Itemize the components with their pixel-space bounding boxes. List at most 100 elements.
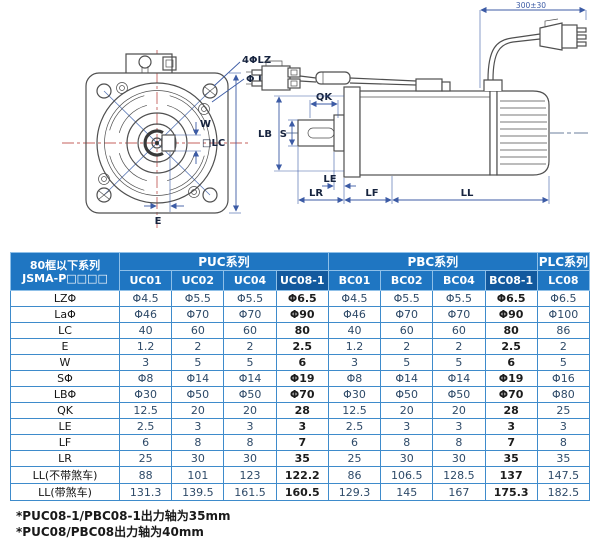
spec-cell: 106.5 — [380, 466, 434, 484]
power-connector-body — [539, 22, 563, 51]
spec-cell: Φ14 — [171, 370, 225, 387]
spec-cell: 2 — [171, 338, 225, 355]
flange-plate — [343, 86, 361, 178]
spec-cell: 123 — [223, 466, 277, 484]
shaft-circle — [137, 123, 177, 163]
table-row: LL(不带煞车) 88 101 123 122.2 86 106.5 128.5 137 147.… — [10, 466, 591, 484]
label-key-width: W — [200, 119, 211, 130]
column-header-BC02: BC02 — [380, 270, 434, 291]
spec-cell: 7 — [484, 434, 538, 451]
row-label: LZΦ — [10, 290, 120, 307]
spec-cell: 12.5 — [118, 402, 173, 419]
encoder-pin — [251, 69, 263, 76]
corner-header: 80框以下系列 JSMA-P□□□□ — [10, 252, 120, 291]
column-header-BC04: BC04 — [432, 270, 486, 291]
spec-cell: 2 — [432, 338, 486, 355]
spec-cell: Φ50 — [223, 386, 277, 403]
spec-cell: 3 — [536, 418, 591, 435]
row-label: SΦ — [10, 370, 120, 387]
spec-cell: 25 — [327, 450, 382, 467]
spec-cell: Φ6.5 — [536, 290, 591, 307]
power-cable — [487, 18, 587, 81]
spec-cell: 5 — [223, 354, 277, 371]
spec-cell: Φ4.5 — [327, 290, 382, 307]
label-lr: LR — [309, 188, 323, 199]
spec-cell: 5 — [432, 354, 486, 371]
table-row: LL(带煞车) 131.3 139.5 161.5 160.5 129.3 145 167 17… — [10, 483, 591, 501]
column-header-UC08-1: UC08-1 — [275, 270, 329, 291]
spec-cell: 8 — [223, 434, 277, 451]
terminal-box-hole — [138, 55, 152, 69]
spec-cell: 30 — [432, 450, 486, 467]
spec-cell: 2.5 — [118, 418, 173, 435]
spec-cell: Φ30 — [118, 386, 173, 403]
shaft-step — [333, 114, 345, 152]
dimension-drawing: W □LC E 4ΦLZ Φ La — [62, 1, 588, 228]
spec-cell: Φ70 — [380, 306, 434, 323]
terminal-box-connector — [162, 56, 177, 71]
spec-cell: 30 — [223, 450, 277, 467]
cable-clamp — [483, 79, 503, 91]
spec-cell: Φ6.5 — [275, 290, 329, 307]
spec-cell: 160.5 — [275, 483, 329, 501]
table-row: LR 25 30 30 35 25 30 30 35 35 — [10, 450, 591, 467]
column-header-UC02: UC02 — [171, 270, 225, 291]
cable-gland-step — [441, 81, 451, 92]
spec-cell: Φ16 — [536, 370, 591, 387]
center-dot — [155, 141, 159, 145]
spec-cell: 28 — [484, 402, 538, 419]
label-le: LE — [323, 174, 336, 185]
spec-cell: 60 — [380, 322, 434, 339]
shaft — [297, 119, 337, 147]
cable-ferrule — [315, 71, 351, 85]
spec-cell: 3 — [118, 354, 173, 371]
spec-cell: 2.5 — [484, 338, 538, 355]
table-row: LF 6 8 8 7 6 8 8 7 8 — [10, 434, 591, 451]
power-pin — [576, 41, 587, 47]
spec-cell: 6 — [327, 434, 382, 451]
spec-cell: Φ70 — [432, 306, 486, 323]
spec-cell: 161.5 — [223, 483, 277, 501]
row-label: LE — [10, 418, 120, 435]
label-frame-size: □LC — [202, 138, 225, 149]
spec-cell: Φ4.5 — [118, 290, 173, 307]
spec-cell: 80 — [275, 322, 329, 339]
spec-cell: Φ5.5 — [223, 290, 277, 307]
spec-cell: 28 — [275, 402, 329, 419]
encoder-pin — [251, 80, 263, 87]
power-connector-head — [561, 24, 578, 49]
spec-cell: Φ50 — [432, 386, 486, 403]
spec-cell: 86 — [536, 322, 591, 339]
spec-cell: 1.2 — [327, 338, 382, 355]
spec-cell: 147.5 — [536, 466, 591, 484]
column-header-UC01: UC01 — [118, 270, 173, 291]
spec-cell: 3 — [380, 418, 434, 435]
row-label: LBΦ — [10, 386, 120, 403]
spec-cell: Φ19 — [484, 370, 538, 387]
front-view: W □LC E 4ΦLZ Φ La — [62, 50, 271, 228]
label-lb: LB — [258, 129, 272, 140]
table-row: LBΦ Φ30 Φ50 Φ50 Φ70 Φ30 Φ50 Φ50 Φ70 Φ80 — [10, 386, 591, 403]
spec-cell: 129.3 — [327, 483, 382, 501]
label-offset-e: E — [155, 216, 162, 227]
power-pin — [576, 34, 587, 40]
spec-cell: 5 — [171, 354, 225, 371]
spec-cell: Φ70 — [223, 306, 277, 323]
outer-circle — [96, 82, 218, 204]
spec-cell: Φ19 — [275, 370, 329, 387]
footnote-1: *PUC08-1/PBC08-1出力轴为35mm — [16, 509, 231, 523]
spec-cell: 25 — [536, 402, 591, 419]
spec-cell: 6 — [484, 354, 538, 371]
spec-cell: 80 — [484, 322, 538, 339]
row-label: LL(带煞车) — [10, 483, 120, 501]
column-header-BC08-1: BC08-1 — [484, 270, 538, 291]
bolt-holes — [96, 82, 218, 203]
power-pin — [576, 27, 587, 33]
spec-cell: 86 — [327, 466, 382, 484]
spec-cell: 5 — [536, 354, 591, 371]
label-s: S — [280, 129, 287, 140]
spec-cell: 40 — [327, 322, 382, 339]
spec-cell: 60 — [171, 322, 225, 339]
spec-cell: 60 — [432, 322, 486, 339]
